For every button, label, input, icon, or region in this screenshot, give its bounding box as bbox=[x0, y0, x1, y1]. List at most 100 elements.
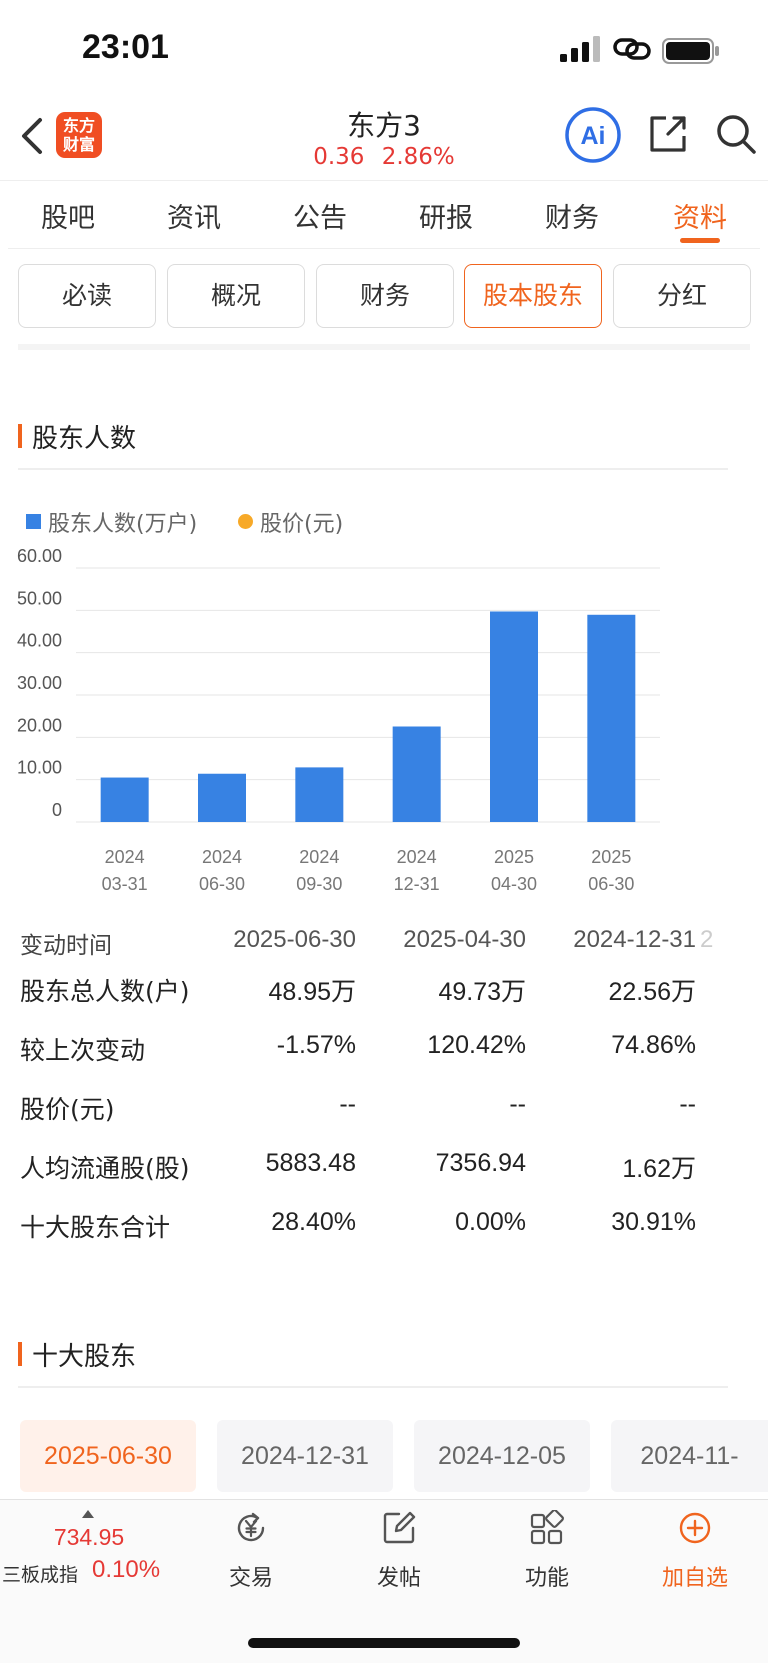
row-cell: 120.42% bbox=[427, 1031, 526, 1059]
add-watchlist-button[interactable]: 加自选 bbox=[650, 1510, 740, 1600]
subtab-overview[interactable]: 概况 bbox=[167, 264, 305, 328]
y-tick-label: 20.00 bbox=[17, 715, 62, 735]
functions-label: 功能 bbox=[524, 1566, 569, 1591]
legend-label-price: 股价(元) bbox=[260, 512, 344, 537]
x-tick-label: 2025 bbox=[494, 847, 534, 867]
section-title-top10: 十大股东 bbox=[18, 1336, 136, 1373]
y-tick-label: 60.00 bbox=[17, 546, 62, 566]
post-label: 发帖 bbox=[376, 1566, 421, 1591]
bar bbox=[100, 777, 149, 822]
date-tab[interactable]: 2025-06-30 bbox=[20, 1420, 196, 1492]
date-tab[interactable]: 2024-12-05 bbox=[414, 1420, 590, 1492]
x-tick-label: 03-31 bbox=[102, 874, 148, 894]
legend-swatch-holders bbox=[26, 514, 41, 529]
logo-text-line1: 东方 bbox=[62, 116, 95, 135]
home-indicator[interactable] bbox=[248, 1638, 520, 1648]
section-divider-holders bbox=[18, 468, 728, 470]
section-title-holders: 股东人数 bbox=[18, 418, 136, 455]
x-tick-label: 2025 bbox=[591, 847, 631, 867]
subtab-must-read[interactable]: 必读 bbox=[18, 264, 156, 328]
battery-icon bbox=[662, 38, 719, 64]
report-date-tabs: 2025-06-30 2024-12-31 2024-12-05 2024-11… bbox=[0, 1420, 768, 1492]
add-watchlist-label: 加自选 bbox=[661, 1566, 728, 1591]
bar bbox=[587, 614, 636, 822]
table-row: 较上次变动 -1.57% 120.42% 74.86% bbox=[0, 1031, 768, 1081]
ai-label: Ai bbox=[581, 122, 606, 150]
tabs-divider bbox=[8, 248, 760, 249]
row-cell: -- bbox=[509, 1090, 526, 1118]
active-tab-indicator bbox=[680, 238, 720, 243]
tab-guba[interactable]: 股吧 bbox=[41, 203, 95, 234]
table-row: 股价(元) -- -- -- bbox=[0, 1090, 768, 1140]
holders-bar-chart: 0 10.00 20.00 30.00 40.00 50.00 60.00 2024 03-31… bbox=[17, 546, 660, 894]
app-logo[interactable]: 东方 财富 bbox=[56, 112, 102, 158]
edit-icon bbox=[383, 1511, 416, 1544]
cellular-signal-icon bbox=[560, 36, 600, 62]
y-tick-label: 30.00 bbox=[17, 673, 62, 693]
row-cell: 30.91% bbox=[611, 1208, 696, 1236]
table-header-date: 2024-12-31 bbox=[573, 926, 696, 953]
row-cell: 49.73万 bbox=[438, 978, 526, 1006]
index-name: 三板成指 bbox=[2, 1564, 79, 1586]
logo-text-line2: 财富 bbox=[62, 135, 95, 154]
header-divider bbox=[0, 180, 768, 181]
subtab-finance[interactable]: 财务 bbox=[316, 264, 454, 328]
search-icon[interactable] bbox=[714, 112, 758, 156]
add-circle-icon bbox=[679, 1512, 711, 1544]
x-tick-label: 2024 bbox=[299, 847, 339, 867]
subtab-shadow bbox=[18, 344, 750, 350]
bar bbox=[392, 726, 441, 822]
table-row: 人均流通股(股) 5883.48 7356.94 1.62万 bbox=[0, 1149, 768, 1199]
row-label: 股东总人数(户) bbox=[20, 977, 190, 1006]
x-tick-label: 2024 bbox=[105, 847, 145, 867]
link-icon bbox=[613, 38, 651, 60]
row-cell: 48.95万 bbox=[268, 978, 356, 1006]
index-change-pct: 0.10% bbox=[92, 1556, 161, 1583]
row-cell: 28.40% bbox=[271, 1208, 356, 1236]
section-divider-top10 bbox=[18, 1386, 728, 1388]
table-row: 股东总人数(户) 48.95万 49.73万 22.56万 bbox=[0, 972, 768, 1022]
holders-table: 变动时间 2025-06-30 2025-04-30 2024-12-31 2 … bbox=[0, 914, 768, 1244]
x-tick-label: 2024 bbox=[397, 847, 437, 867]
bar bbox=[198, 773, 246, 822]
x-tick-label: 2024 bbox=[202, 847, 242, 867]
x-tick-label: 06-30 bbox=[199, 874, 245, 894]
post-button[interactable]: 发帖 bbox=[354, 1510, 444, 1600]
date-tab[interactable]: 2024-11- bbox=[611, 1420, 768, 1492]
table-header-date: 2025-06-30 bbox=[233, 926, 356, 953]
index-value: 734.95 bbox=[53, 1524, 125, 1550]
y-tick-label: 10.00 bbox=[17, 758, 62, 778]
trade-button[interactable]: 交易 bbox=[206, 1510, 296, 1600]
subtab-dividends[interactable]: 分红 bbox=[613, 264, 751, 328]
tab-news[interactable]: 资讯 bbox=[167, 203, 221, 234]
tab-finance[interactable]: 财务 bbox=[545, 203, 599, 234]
functions-button[interactable]: 功能 bbox=[502, 1510, 592, 1600]
stock-price: 0.36 bbox=[313, 144, 365, 170]
tab-profile[interactable]: 资料 bbox=[673, 203, 727, 234]
subtab-shareholders[interactable]: 股本股东 bbox=[464, 264, 602, 328]
back-arrow-icon[interactable] bbox=[16, 114, 52, 158]
ai-assistant-icon[interactable]: Ai bbox=[564, 106, 622, 164]
y-tick-label: 40.00 bbox=[17, 631, 62, 651]
y-tick-label: 0 bbox=[52, 800, 62, 820]
table-header-date-clipped: 2 bbox=[700, 926, 714, 953]
bottom-bar: 734.95 三板成指 0.10% 交易 发帖 功能 bbox=[0, 1499, 768, 1663]
table-header-row: 变动时间 2025-06-30 2025-04-30 2024-12-31 2 bbox=[0, 926, 768, 976]
index-expand-arrow-icon bbox=[82, 1510, 94, 1518]
tab-announcements[interactable]: 公告 bbox=[293, 203, 347, 234]
tab-research[interactable]: 研报 bbox=[419, 203, 473, 234]
main-tabs: 股吧 资讯 公告 研报 财务 资料 bbox=[0, 188, 768, 248]
date-tab[interactable]: 2024-12-31 bbox=[217, 1420, 393, 1492]
x-tick-label: 12-31 bbox=[394, 874, 440, 894]
bar bbox=[490, 611, 538, 822]
legend-swatch-price bbox=[238, 514, 253, 529]
share-icon[interactable] bbox=[646, 112, 690, 156]
sub-tabs: 必读 概况 财务 股本股东 分红 bbox=[0, 264, 768, 328]
row-label: 十大股东合计 bbox=[20, 1213, 171, 1242]
x-tick-label: 04-30 bbox=[491, 874, 537, 894]
row-cell: 0.00% bbox=[455, 1208, 526, 1236]
row-cell: 7356.94 bbox=[435, 1149, 526, 1177]
table-row: 十大股东合计 28.40% 0.00% 30.91% bbox=[0, 1208, 768, 1244]
row-cell: -1.57% bbox=[276, 1031, 356, 1059]
holders-chart: 0 10.00 20.00 30.00 40.00 50.00 60.00 2024 03-31… bbox=[0, 540, 768, 910]
